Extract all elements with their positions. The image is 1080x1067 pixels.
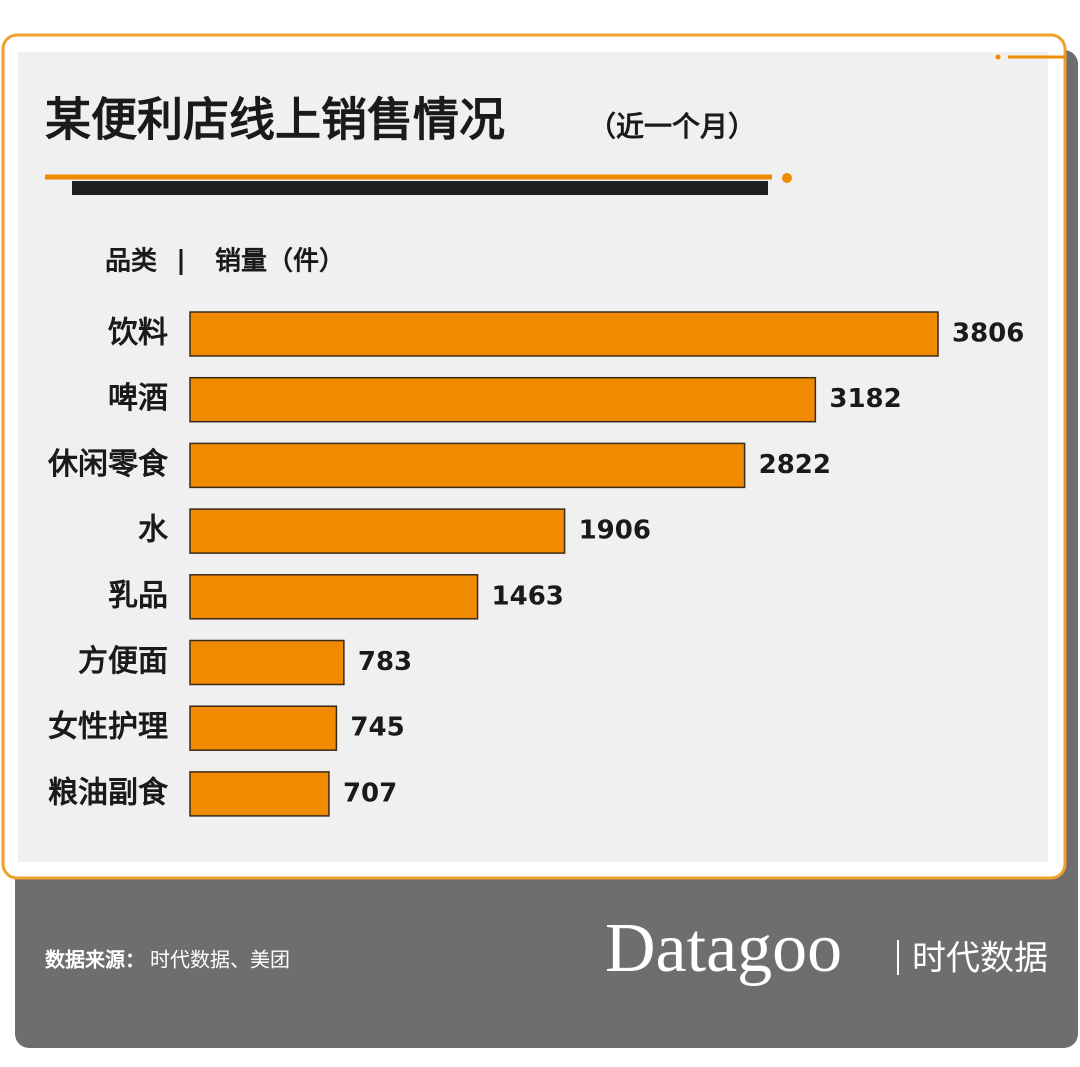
value-label: 2822	[759, 450, 831, 480]
value-label: 1906	[579, 516, 651, 546]
category-label: 方便面	[78, 644, 168, 679]
category-label: 休闲零食	[47, 447, 169, 482]
source: 时代数据、美团	[150, 948, 290, 972]
brand-cn: 时代数据	[912, 939, 1048, 979]
bar	[189, 442, 746, 489]
category-label: 饮料	[107, 316, 168, 351]
value-label: 3182	[829, 384, 901, 414]
category-label: 粮油副食	[48, 775, 169, 810]
bar	[189, 639, 345, 686]
value-label: 745	[350, 713, 404, 743]
value-label: 1463	[492, 581, 564, 611]
chart-title: 某便利店线上销售情况	[45, 93, 505, 147]
title-dot	[782, 173, 792, 183]
value-label: 3806	[952, 319, 1024, 349]
value-axis-label: 销量（件）	[215, 247, 345, 277]
value-label: 783	[358, 647, 412, 677]
bar	[189, 574, 479, 620]
category-label: 乳品	[108, 578, 168, 613]
bar	[189, 376, 817, 423]
bar	[189, 508, 566, 554]
corner-dot	[995, 54, 1001, 60]
category-axis-label: 品类	[105, 247, 157, 277]
source-label: 数据来源：	[45, 948, 145, 972]
bar	[189, 705, 338, 751]
value-label: 707	[343, 778, 397, 808]
category-label: 啤酒	[108, 381, 168, 416]
title-underline-dark	[72, 181, 768, 195]
category-label: 水	[138, 513, 169, 548]
bar	[189, 771, 330, 817]
brand: Datagoo	[605, 910, 842, 987]
bar	[189, 311, 939, 357]
category-label: 女性护理	[48, 710, 168, 745]
chart-subtitle: （近一个月）	[588, 110, 756, 143]
